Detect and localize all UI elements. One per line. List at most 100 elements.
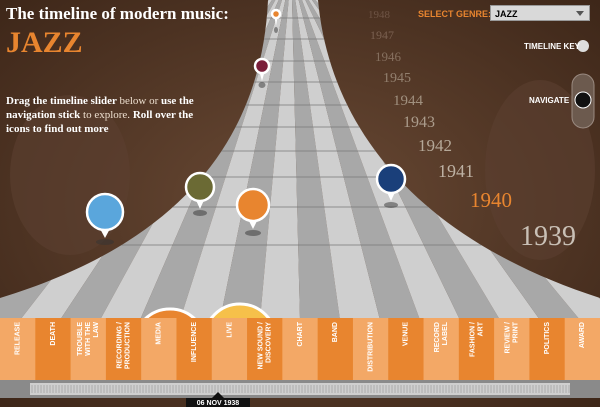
tab-label: PRODUCTION bbox=[124, 322, 131, 369]
tab-label: WITH THE bbox=[85, 322, 92, 356]
tab-bg bbox=[0, 318, 36, 380]
year-label: 1941 bbox=[438, 161, 474, 181]
tab-bg bbox=[564, 318, 600, 380]
year-label: 1944 bbox=[393, 93, 424, 109]
pin-icon bbox=[184, 171, 216, 203]
event-pin[interactable] bbox=[235, 187, 271, 236]
instruction-text: Drag the timeline slider bbox=[6, 95, 120, 107]
tab-label: RECORD bbox=[434, 322, 441, 352]
year-label: 1945 bbox=[383, 71, 411, 86]
key-icon[interactable] bbox=[577, 40, 589, 52]
year-label: 1946 bbox=[375, 49, 402, 64]
tab-label: FASHION / bbox=[469, 322, 476, 357]
pin-icon bbox=[85, 192, 125, 232]
tab-label: DISCOVERY bbox=[266, 322, 273, 363]
category-tab[interactable]: INFLUENCE bbox=[176, 318, 213, 380]
tab-bg bbox=[247, 318, 283, 380]
tab-label: RECORDING / bbox=[116, 322, 123, 369]
tab-bg bbox=[70, 318, 107, 380]
tab-bg bbox=[352, 318, 389, 380]
tab-label: NEW SOUND / bbox=[258, 322, 265, 370]
road-stripe bbox=[260, 0, 300, 320]
tab-label: DISTRIBUTION bbox=[367, 322, 374, 372]
category-tab[interactable]: VENUE bbox=[388, 318, 425, 380]
category-tab[interactable]: RECORDING / PRODUCTION bbox=[105, 318, 142, 380]
title: The timeline of modern music: bbox=[6, 4, 229, 23]
tab-label: ART bbox=[477, 321, 484, 336]
category-tab[interactable]: FASHION / ART bbox=[458, 318, 495, 380]
tab-label: CHART bbox=[297, 321, 304, 346]
genre-dropdown[interactable]: JAZZ bbox=[490, 5, 590, 21]
slider-ruler bbox=[30, 383, 570, 395]
tab-bg bbox=[35, 318, 72, 380]
tab-label: LABEL bbox=[442, 321, 449, 345]
pin-shadow bbox=[193, 210, 207, 216]
road-stripe bbox=[180, 0, 286, 320]
event-pin[interactable] bbox=[270, 8, 282, 33]
pin-icon bbox=[235, 187, 271, 223]
category-tab[interactable]: DEATH bbox=[35, 318, 72, 380]
tab-bg bbox=[141, 318, 177, 380]
genre-heading: JAZZ bbox=[6, 26, 83, 59]
category-tab[interactable]: RECORD LABEL bbox=[423, 318, 460, 380]
photo-figure bbox=[485, 80, 595, 260]
tab-bg bbox=[529, 318, 566, 380]
tab-bg bbox=[176, 318, 213, 380]
tab-label: BAND bbox=[332, 322, 339, 342]
category-tab[interactable]: TROUBLE WITH THE LAW bbox=[70, 318, 107, 380]
category-tab[interactable]: REVIEW / PRINT bbox=[494, 318, 530, 380]
year-label: 1940 bbox=[470, 188, 512, 212]
category-tab[interactable]: LIVE bbox=[211, 318, 248, 380]
stick-knob bbox=[574, 91, 592, 109]
tab-bg bbox=[105, 318, 142, 380]
category-tab[interactable]: MEDIA bbox=[141, 318, 177, 380]
slider-date: 06 NOV 1938 bbox=[186, 398, 250, 407]
tab-label: VENUE bbox=[403, 322, 410, 346]
event-pin[interactable] bbox=[85, 192, 125, 245]
pin-shadow bbox=[274, 27, 278, 33]
navigate-stick[interactable] bbox=[571, 73, 595, 129]
pin-icon bbox=[253, 57, 271, 75]
event-pin[interactable] bbox=[184, 171, 216, 216]
tab-bg bbox=[458, 318, 495, 380]
event-pin[interactable] bbox=[253, 57, 271, 88]
tab-bg bbox=[494, 318, 530, 380]
instruction-text: to explore. bbox=[83, 109, 133, 121]
category-tab[interactable]: DISTRIBUTION bbox=[352, 318, 389, 380]
category-tab[interactable]: NEW SOUND / DISCOVERY bbox=[247, 318, 283, 380]
road-stripe bbox=[220, 0, 289, 320]
year-label: 1939 bbox=[520, 221, 576, 252]
tab-label: DEATH bbox=[50, 322, 57, 346]
category-tab[interactable]: BAND bbox=[317, 318, 354, 380]
category-tab[interactable]: POLITICS bbox=[529, 318, 566, 380]
tab-bg bbox=[317, 318, 354, 380]
year-label: 1948 bbox=[368, 9, 391, 21]
tab-bg bbox=[211, 318, 248, 380]
year-label: 1943 bbox=[403, 114, 435, 131]
year-label: 1947 bbox=[370, 28, 394, 42]
category-tab[interactable]: RELEASE bbox=[0, 318, 36, 380]
tab-label: MEDIA bbox=[156, 322, 163, 345]
slider-handle[interactable] bbox=[212, 392, 224, 398]
road-stripe bbox=[298, 0, 420, 320]
tab-label: AWARD bbox=[579, 322, 586, 348]
tab-label: POLITICS bbox=[544, 322, 551, 355]
tab-bg bbox=[423, 318, 460, 380]
road-stripe bbox=[295, 0, 380, 320]
pin-icon bbox=[375, 163, 407, 195]
timeline-key[interactable]: TIMELINE KEY bbox=[524, 42, 581, 51]
tab-label: INFLUENCE bbox=[191, 322, 198, 362]
tab-label: REVIEW / bbox=[505, 322, 512, 354]
pin-shadow bbox=[245, 230, 261, 236]
instruction-text: use the navigation stick bbox=[6, 95, 194, 121]
pin-shadow bbox=[96, 239, 114, 245]
instruction-text: below or bbox=[119, 95, 161, 107]
tab-label: TROUBLE bbox=[77, 322, 84, 356]
event-pin[interactable] bbox=[375, 163, 407, 208]
category-tab[interactable]: AWARD bbox=[564, 318, 600, 380]
tab-bg bbox=[282, 318, 319, 380]
category-tab[interactable]: CHART bbox=[282, 318, 319, 380]
tab-bg bbox=[388, 318, 425, 380]
